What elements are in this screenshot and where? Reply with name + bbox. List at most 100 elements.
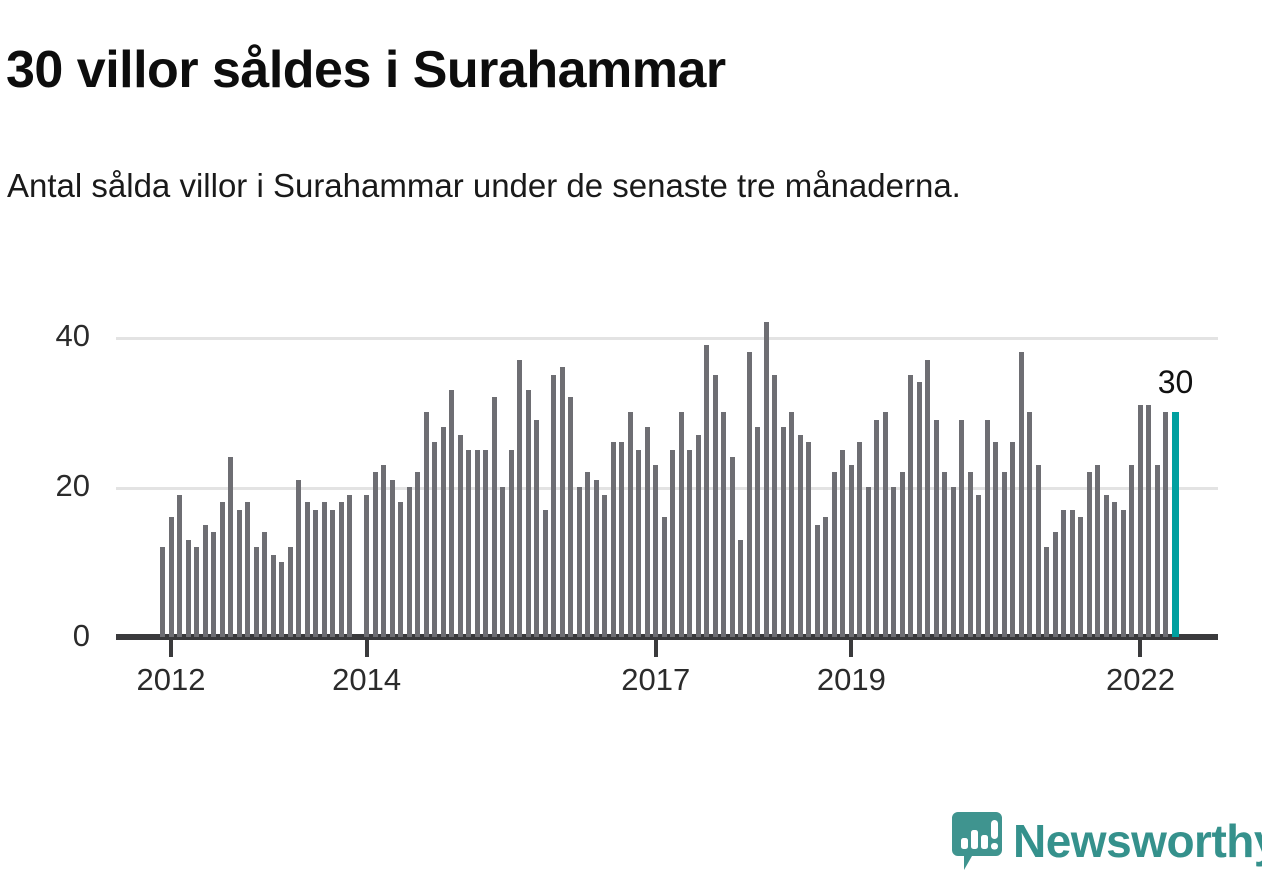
- bar: [262, 532, 268, 637]
- x-tick-label: 2022: [1105, 662, 1175, 697]
- bar: [636, 449, 642, 637]
- bar: [1069, 509, 1075, 637]
- bar: [1137, 404, 1143, 637]
- bar: [423, 412, 429, 637]
- bar: [568, 397, 574, 637]
- bar: [763, 322, 769, 637]
- bar: [1112, 502, 1118, 637]
- bar: [959, 419, 965, 637]
- bar: [874, 419, 880, 637]
- bar: [806, 442, 812, 637]
- x-tick: [364, 640, 369, 657]
- bar: [602, 494, 608, 637]
- bar: [942, 472, 948, 637]
- x-tick-label: 2014: [332, 662, 402, 697]
- bar: [525, 389, 531, 637]
- bar: [1061, 509, 1067, 637]
- bar: [245, 502, 251, 637]
- logo-wordmark: Newsworthy: [1013, 815, 1262, 867]
- x-tick-label: 2012: [136, 662, 206, 697]
- x-tick: [849, 640, 854, 657]
- bar: [670, 449, 676, 637]
- bar: [772, 374, 778, 637]
- bar: [797, 434, 803, 637]
- bar: [347, 494, 353, 637]
- y-tick-label: 20: [55, 468, 90, 503]
- x-tick: [169, 640, 173, 657]
- bar: [678, 412, 684, 637]
- bar: [1052, 532, 1058, 637]
- bar: [831, 472, 837, 637]
- bar: [823, 517, 829, 637]
- bar: [313, 509, 319, 637]
- bar: [593, 479, 599, 637]
- bar: [916, 382, 922, 637]
- bar: [891, 487, 897, 637]
- bar: [253, 547, 259, 637]
- bar: [457, 434, 463, 637]
- bar: [440, 427, 446, 637]
- bar: [389, 479, 395, 637]
- bar: [381, 464, 387, 637]
- bar: [653, 464, 659, 637]
- bar: [1035, 464, 1041, 637]
- newsworthy-logo: Newsworthy: [952, 810, 1262, 872]
- bar: [483, 449, 489, 637]
- bar: [993, 442, 999, 637]
- bar-chart-speech-bubble-icon: [952, 812, 1002, 870]
- bar: [270, 554, 276, 637]
- bar: [984, 419, 990, 637]
- bar: [755, 427, 761, 637]
- bar: [865, 487, 871, 637]
- bar: [432, 442, 438, 637]
- bar: [279, 562, 285, 637]
- bar: [780, 427, 786, 637]
- bar: [1120, 509, 1126, 637]
- bar: [1001, 472, 1007, 637]
- x-tick-label: 2017: [621, 662, 691, 697]
- bar: [925, 359, 931, 637]
- bar: [1018, 352, 1024, 637]
- bar: [933, 419, 939, 637]
- bar: [857, 442, 863, 637]
- bar: [585, 472, 591, 637]
- bar: [576, 487, 582, 637]
- bar: [219, 502, 225, 637]
- bar: [619, 442, 625, 637]
- gridline-20: [116, 487, 1218, 490]
- bar: [1154, 464, 1160, 637]
- bar: [304, 502, 310, 637]
- bar: [1027, 412, 1033, 637]
- bar: [321, 502, 327, 637]
- bar: [1146, 404, 1152, 637]
- bar: [661, 517, 667, 637]
- bar: [814, 524, 820, 637]
- bar: [508, 449, 514, 637]
- bar: [338, 502, 344, 637]
- bar: [177, 494, 182, 637]
- bar: [712, 374, 718, 637]
- bar: [789, 412, 795, 637]
- x-axis-baseline: [116, 634, 1218, 640]
- bar: [559, 367, 565, 637]
- bar: [491, 397, 497, 637]
- bar: [687, 449, 693, 637]
- x-tick-label: 2019: [816, 662, 886, 697]
- bar: [882, 412, 888, 637]
- page-subtitle: Antal sålda villor i Surahammar under de…: [7, 167, 961, 204]
- bar: [695, 434, 701, 637]
- gridline-40: [116, 337, 1218, 340]
- bar: [160, 547, 165, 637]
- bar: [1044, 547, 1050, 637]
- bar: [449, 389, 455, 637]
- y-tick-label: 40: [55, 318, 90, 353]
- bar: [840, 449, 846, 637]
- bar: [1086, 472, 1092, 637]
- bar: [967, 472, 973, 637]
- bar: [534, 419, 540, 637]
- x-tick: [653, 640, 658, 657]
- bar: [398, 502, 404, 637]
- bar: [466, 449, 472, 637]
- bar: [194, 547, 200, 637]
